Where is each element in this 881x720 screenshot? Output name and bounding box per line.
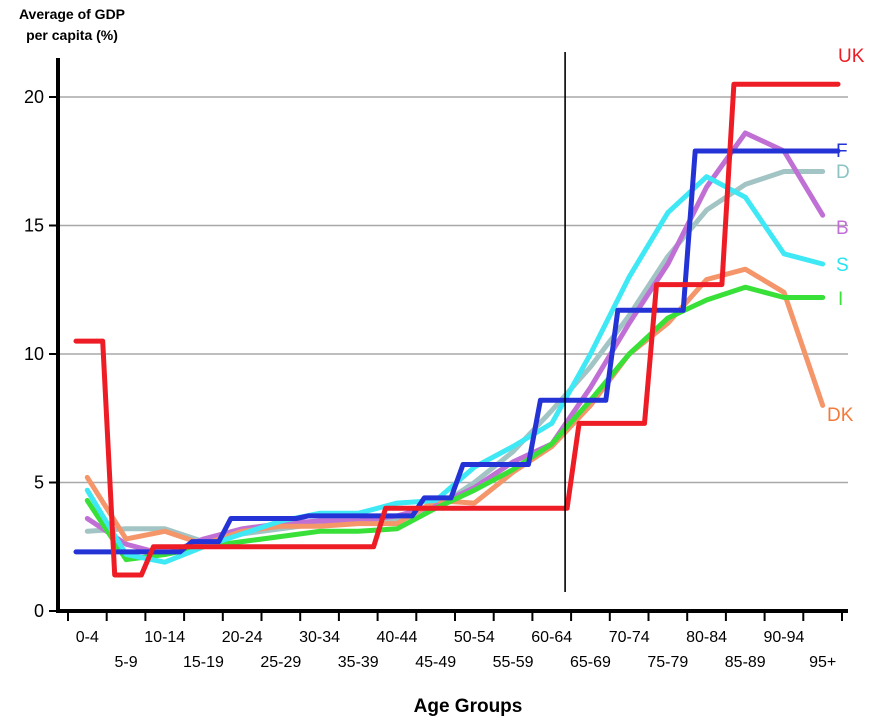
series-label-b: B bbox=[836, 218, 849, 239]
x-tick-label: 25-29 bbox=[260, 654, 301, 671]
y-tick-label: 0 bbox=[34, 601, 44, 621]
x-tick-label: 0-4 bbox=[76, 629, 99, 646]
series-line-f bbox=[73, 148, 841, 555]
series-labels: UK FD BSI DK bbox=[827, 46, 865, 426]
x-tick-label: 10-14 bbox=[144, 629, 185, 646]
axes bbox=[56, 58, 848, 613]
series-line-uk bbox=[73, 81, 841, 578]
y-tick-label: 5 bbox=[34, 473, 44, 493]
x-tick-label: 95+ bbox=[809, 654, 836, 671]
y-axis-label-line1: Average of GDP bbox=[19, 6, 125, 22]
y-tick-label: 10 bbox=[24, 344, 44, 364]
x-axis-label: Age Groups bbox=[414, 696, 523, 717]
series-line-i bbox=[84, 284, 826, 563]
x-tick-label: 45-49 bbox=[415, 654, 456, 671]
y-tick-label: 15 bbox=[24, 216, 44, 236]
y-axis-ticks: 0 5 10 15 20 bbox=[24, 87, 58, 621]
x-tick-label: 90-94 bbox=[763, 629, 804, 646]
series-lines bbox=[73, 81, 841, 578]
x-tick-label: 20-24 bbox=[222, 629, 263, 646]
x-tick-label: 40-44 bbox=[376, 629, 417, 646]
y-axis-label-line2: per capita (%) bbox=[26, 27, 118, 43]
x-tick-label: 70-74 bbox=[609, 629, 650, 646]
series-label-d: D bbox=[836, 162, 850, 183]
series-line-dk bbox=[84, 266, 826, 547]
y-tick-label: 20 bbox=[24, 87, 44, 107]
x-tick-label: 35-39 bbox=[338, 654, 379, 671]
x-tick-label: 30-34 bbox=[299, 629, 340, 646]
series-label-f: F bbox=[836, 141, 848, 162]
x-tick-label: 60-64 bbox=[531, 629, 572, 646]
x-tick-label: 65-69 bbox=[570, 654, 611, 671]
x-tick-label: 5-9 bbox=[114, 654, 137, 671]
series-line-s bbox=[84, 174, 826, 565]
x-tick-label: 15-19 bbox=[183, 654, 224, 671]
x-tick-label: 55-59 bbox=[493, 654, 534, 671]
x-tick-label: 85-89 bbox=[725, 654, 766, 671]
series-label-dk: DK bbox=[827, 405, 854, 426]
x-tick-label: 75-79 bbox=[647, 654, 688, 671]
x-tick-label: 50-54 bbox=[454, 629, 495, 646]
series-label-s: S bbox=[836, 255, 849, 276]
x-tick-label: 80-84 bbox=[686, 629, 727, 646]
series-label-uk: UK bbox=[838, 46, 865, 67]
series-label-i: I bbox=[838, 289, 843, 310]
x-axis-ticks: 0-4 5-9 10-14 15-19 20-24 25-29 30-34 35-39 40-4… bbox=[67, 611, 843, 671]
